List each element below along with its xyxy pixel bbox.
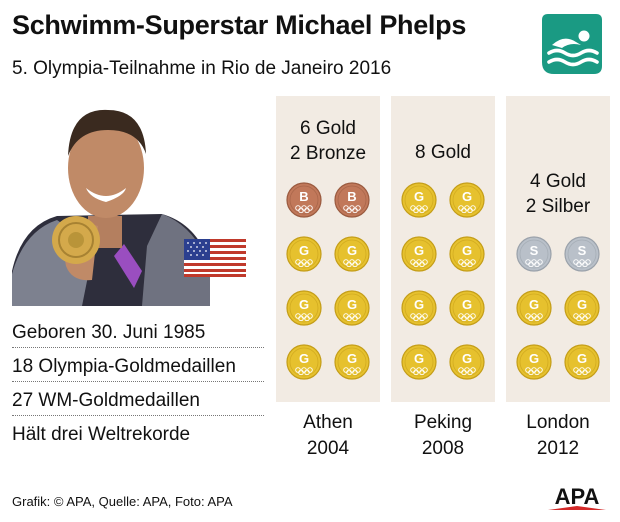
silver-medal-icon: S xyxy=(564,236,600,272)
svg-text:G: G xyxy=(299,351,309,366)
games-column-london: 4 Gold 2 Silber S S G G G G xyxy=(506,96,610,402)
svg-text:G: G xyxy=(529,351,539,366)
svg-text:G: G xyxy=(462,351,472,366)
svg-text:G: G xyxy=(299,243,309,258)
games-label-peking: Peking 2008 xyxy=(391,410,495,462)
svg-text:S: S xyxy=(530,243,539,258)
svg-text:G: G xyxy=(462,297,472,312)
medal-summary-line: 4 Gold xyxy=(530,171,586,192)
svg-text:G: G xyxy=(414,297,424,312)
gold-medal-icon: G xyxy=(334,236,370,272)
games-year: 2012 xyxy=(536,438,580,459)
games-label-london: London 2012 xyxy=(506,410,610,462)
games-label-athen: Athen 2004 xyxy=(276,410,380,462)
usa-flag-icon xyxy=(184,239,246,277)
bronze-medal-icon: B xyxy=(286,182,322,218)
gold-medal-icon: G xyxy=(449,290,485,326)
svg-text:G: G xyxy=(299,297,309,312)
svg-text:G: G xyxy=(347,351,357,366)
svg-text:G: G xyxy=(347,243,357,258)
svg-text:G: G xyxy=(462,189,472,204)
svg-text:B: B xyxy=(299,189,308,204)
gold-medal-icon: G xyxy=(286,236,322,272)
page-title: Schwimm-Superstar Michael Phelps xyxy=(12,10,467,40)
fact-world-championship-golds: 27 WM-Goldmedaillen xyxy=(12,381,264,415)
svg-text:G: G xyxy=(414,189,424,204)
medal-summary-line: 2 Silber xyxy=(525,196,591,217)
gold-medal-icon: G xyxy=(449,344,485,380)
footer-credit: Grafik: © APA, Quelle: APA, Foto: APA xyxy=(12,494,233,509)
silver-medal-icon: S xyxy=(516,236,552,272)
svg-text:B: B xyxy=(347,189,356,204)
gold-medal-icon: G xyxy=(286,344,322,380)
gold-medal-icon: G xyxy=(564,290,600,326)
gold-medal-icon: G xyxy=(449,236,485,272)
apa-logo: APA xyxy=(548,484,606,510)
swimming-pictogram-icon xyxy=(542,14,602,74)
gold-medal-icon: G xyxy=(334,344,370,380)
games-column-athen: 6 Gold 2 Bronze B B G G G G G G xyxy=(276,96,380,402)
gold-medal-icon: G xyxy=(286,290,322,326)
games-city: London xyxy=(526,412,590,433)
gold-medal-icon: G xyxy=(334,290,370,326)
medal-summary-line: 2 Bronze xyxy=(289,143,367,164)
games-city: Athen xyxy=(303,412,353,433)
gold-medal-icon: G xyxy=(401,290,437,326)
games-column-peking: 8 Gold G G G G G G G G xyxy=(391,96,495,402)
svg-text:G: G xyxy=(577,297,587,312)
gold-medal-icon: G xyxy=(401,236,437,272)
medal-summary-line: 8 Gold xyxy=(415,142,471,163)
svg-text:S: S xyxy=(578,243,587,258)
fact-olympic-golds: 18 Olympia-Goldmedaillen xyxy=(12,347,264,381)
gold-medal-icon: G xyxy=(449,182,485,218)
bronze-medal-icon: B xyxy=(334,182,370,218)
gold-medal-icon: G xyxy=(401,182,437,218)
games-city: Peking xyxy=(413,412,473,433)
facts-list: Geboren 30. Juni 1985 18 Olympia-Goldmed… xyxy=(12,314,264,449)
page-subtitle: 5. Olympia-Teilnahme in Rio de Janeiro 2… xyxy=(12,58,392,79)
gold-medal-icon: G xyxy=(516,344,552,380)
svg-text:G: G xyxy=(414,243,424,258)
athlete-photo xyxy=(12,109,210,306)
svg-text:G: G xyxy=(414,351,424,366)
svg-text:G: G xyxy=(529,297,539,312)
svg-text:G: G xyxy=(577,351,587,366)
svg-text:G: G xyxy=(347,297,357,312)
gold-medal-icon: G xyxy=(516,290,552,326)
gold-medal-icon: G xyxy=(401,344,437,380)
games-year: 2008 xyxy=(421,438,465,459)
apa-logo-text: APA xyxy=(555,484,600,509)
gold-medal-icon: G xyxy=(564,344,600,380)
fact-world-records: Hält drei Weltrekorde xyxy=(12,415,264,449)
fact-birthdate: Geboren 30. Juni 1985 xyxy=(12,322,206,343)
medal-summary-line: 6 Gold xyxy=(300,118,356,139)
svg-text:G: G xyxy=(462,243,472,258)
games-year: 2004 xyxy=(306,438,350,459)
